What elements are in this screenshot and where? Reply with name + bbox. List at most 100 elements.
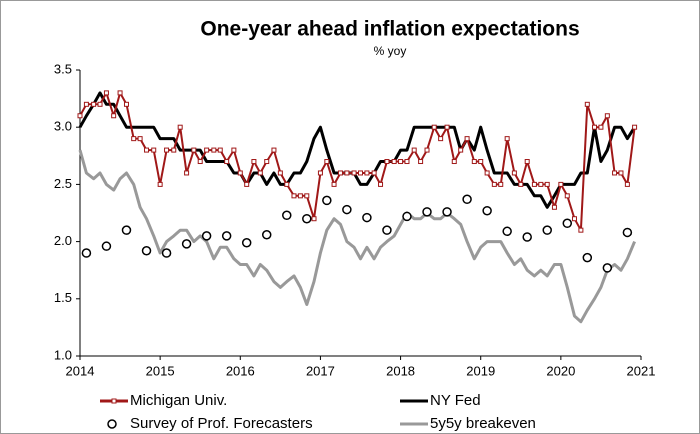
marker (371, 170, 377, 176)
marker (284, 181, 290, 187)
marker (204, 147, 210, 153)
marker (422, 207, 432, 217)
marker (157, 181, 163, 187)
marker (462, 194, 472, 205)
marker (311, 216, 317, 222)
marker (103, 90, 109, 96)
marker (464, 136, 470, 142)
marker (342, 204, 352, 215)
marker (351, 170, 357, 176)
marker (217, 147, 223, 153)
marker (302, 213, 312, 224)
x-tick-label: 2014 (66, 363, 95, 378)
x-tick-label: 2018 (386, 363, 415, 378)
marker (391, 159, 397, 165)
marker (201, 231, 212, 241)
marker (624, 181, 630, 187)
marker (444, 124, 450, 130)
marker (622, 227, 633, 238)
marker (231, 147, 237, 153)
marker (282, 210, 292, 221)
legend-marker (111, 398, 117, 404)
marker (322, 195, 332, 206)
chart-subtitle: % yoy (374, 44, 407, 58)
marker (358, 170, 363, 176)
y-tick-label: 1.0 (54, 347, 72, 362)
marker (241, 237, 252, 248)
marker (498, 181, 504, 187)
line (78, 149, 636, 324)
marker (518, 181, 524, 187)
legend-label: Michigan Univ. (130, 392, 227, 409)
marker (164, 147, 170, 153)
marker (504, 136, 510, 142)
y-tick-label: 3.5 (54, 61, 72, 76)
marker (77, 113, 83, 119)
marker (458, 147, 464, 153)
marker (378, 181, 384, 187)
marker (97, 101, 103, 107)
marker (177, 124, 183, 130)
marker (211, 147, 217, 153)
marker (161, 248, 172, 258)
marker (237, 170, 243, 176)
marker (438, 136, 444, 142)
marker (398, 159, 404, 165)
marker (317, 170, 323, 176)
marker (304, 193, 310, 199)
marker (137, 136, 143, 142)
marker (197, 159, 203, 165)
marker (604, 113, 610, 119)
marker (261, 229, 272, 240)
marker (538, 181, 544, 187)
marker (331, 181, 337, 187)
marker (551, 204, 557, 210)
marker (141, 246, 152, 256)
y-tick-label: 1.5 (54, 290, 72, 305)
x-tick-label: 2020 (546, 363, 575, 378)
marker (418, 159, 424, 165)
marker (402, 211, 412, 222)
marker (544, 181, 550, 187)
marker (123, 101, 129, 107)
marker (502, 226, 512, 237)
marker (291, 193, 297, 199)
marker (411, 147, 417, 153)
y-tick-label: 2.5 (54, 176, 72, 191)
marker (451, 159, 457, 165)
marker (482, 205, 492, 216)
x-tick-label: 2016 (226, 363, 255, 378)
marker (364, 170, 370, 176)
marker (117, 90, 123, 96)
marker (578, 227, 584, 233)
marker (471, 159, 477, 165)
marker (424, 147, 430, 153)
marker (121, 225, 132, 235)
marker (592, 124, 598, 130)
marker (221, 231, 232, 241)
marker (111, 113, 117, 119)
chart-title: One-year ahead inflation expectations (200, 18, 579, 41)
marker (584, 101, 590, 107)
x-tick-label: 2017 (306, 363, 335, 378)
marker (404, 159, 410, 165)
marker (83, 101, 89, 107)
marker (264, 159, 270, 165)
marker (602, 263, 613, 273)
marker (362, 212, 372, 223)
marker (382, 225, 392, 235)
marker (442, 207, 452, 217)
marker (191, 147, 197, 153)
marker (632, 124, 638, 130)
y-tick-label: 2.0 (54, 233, 72, 248)
marker (171, 147, 177, 153)
marker (271, 147, 277, 153)
legend-label: Survey of Prof. Forecasters (130, 415, 313, 432)
marker (542, 225, 552, 235)
marker (324, 159, 330, 165)
marker (571, 216, 577, 222)
marker (524, 159, 530, 165)
y-tick-label: 3.0 (54, 119, 72, 134)
